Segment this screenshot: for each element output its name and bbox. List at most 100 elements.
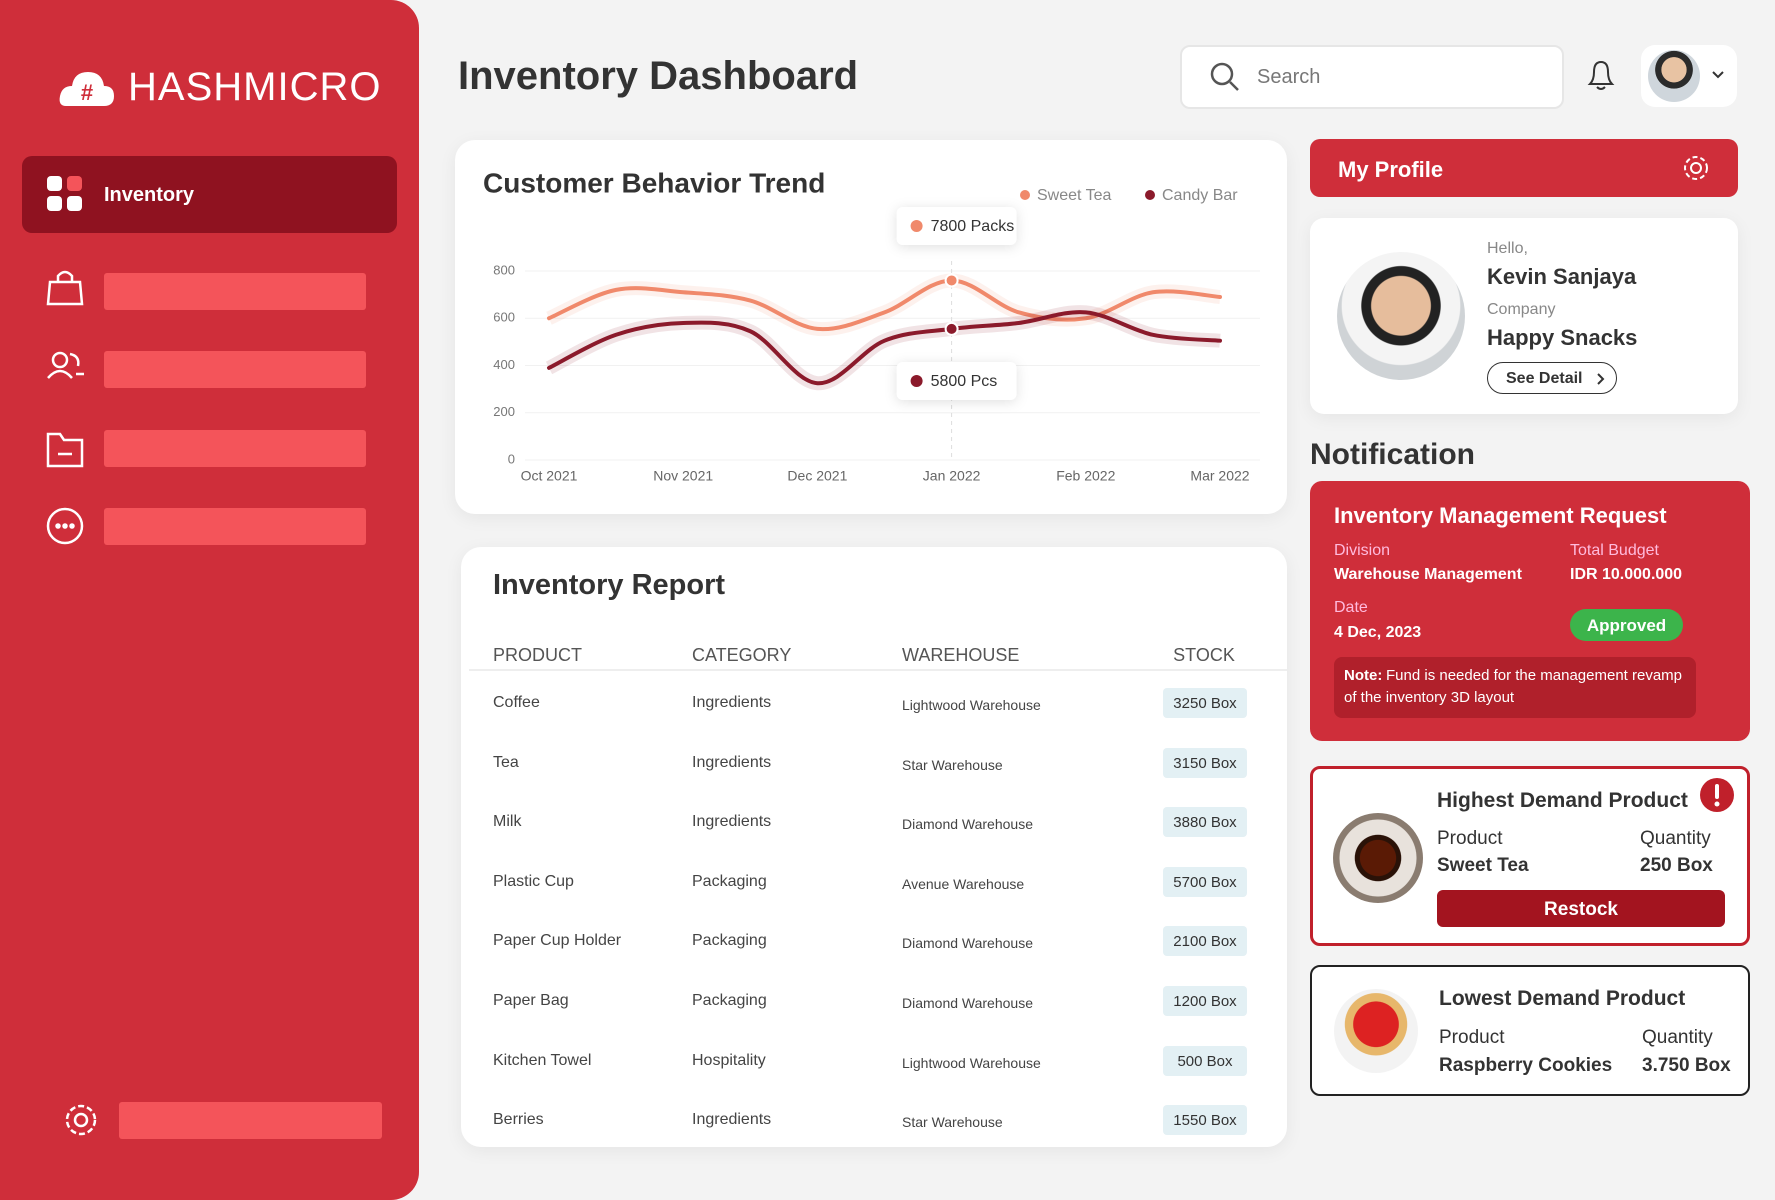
profile-name: Kevin Sanjaya (1487, 264, 1637, 289)
stock-badge: 5700 Box (1163, 866, 1247, 897)
highest-card: Highest Demand Product Product Sweet Tea… (1310, 766, 1750, 946)
product-label: Product (1439, 1027, 1505, 1048)
date: 4 Dec, 2023 (1334, 624, 1422, 641)
nav-item[interactable] (104, 351, 366, 388)
table-cell: Ingredients (692, 694, 772, 711)
profile-card: Hello, Kevin Sanjaya Company Happy Snack… (1310, 218, 1738, 414)
stock-badge: 2100 Box (1163, 926, 1247, 957)
request-card: Inventory Management Request Division Wa… (1310, 481, 1750, 741)
see-detail-button[interactable]: See Detail (1487, 362, 1617, 394)
tooltip-dot (910, 220, 923, 232)
table-cell: Ingredients (692, 813, 772, 831)
table-cell: Plastic Cup (493, 872, 574, 890)
nav-item[interactable] (104, 430, 366, 467)
table-cell: Packaging (692, 992, 767, 1009)
y-tick-label: 600 (493, 310, 515, 325)
notification-title: Notification (1310, 438, 1475, 471)
note-label: Note: (1344, 667, 1383, 684)
annotation: 5800 Pcs (931, 373, 998, 390)
page-title: Inventory Dashboard (458, 54, 859, 98)
stock: 1550 Box (1173, 1112, 1237, 1130)
column-header: STOCK (1173, 645, 1235, 665)
settings-icon[interactable] (63, 1102, 99, 1138)
restock-button[interactable]: Restock (1437, 890, 1725, 927)
column-header: WAREHOUSE (902, 645, 1020, 665)
header-divider (469, 669, 1287, 671)
stock: 3150 Box (1173, 754, 1237, 772)
profile-title: My Profile (1338, 157, 1444, 182)
table-cell: Milk (493, 813, 522, 831)
table-cell: Lightwood Warehouse (902, 697, 1041, 713)
product: Raspberry Cookies (1439, 1055, 1613, 1076)
y-tick-label: 200 (493, 404, 515, 419)
stock: 1200 Box (1173, 993, 1237, 1010)
table-cell: Hospitality (692, 1051, 766, 1069)
y-tick-label: 800 (493, 262, 515, 277)
line-chart: Customer Behavior Trend 0 200 400 600 800 Oct… (483, 167, 1260, 484)
series-line (547, 310, 1222, 386)
x-tick-label: Nov 2021 (653, 468, 713, 484)
stock-badge: 500 Box (1163, 1045, 1247, 1076)
nav-item[interactable] (104, 508, 366, 545)
bell-icon[interactable] (1586, 58, 1616, 92)
point-marker (944, 321, 959, 336)
x-tick-label: Mar 2022 (1190, 468, 1249, 484)
svg-text:#: # (81, 80, 93, 105)
chevron (1712, 71, 1724, 79)
search-placeholder: Search (1257, 66, 1321, 88)
stock: 3880 Box (1173, 814, 1237, 832)
alert-icon (1700, 778, 1734, 812)
user-menu[interactable] (1641, 45, 1737, 107)
sidebar: # HASHMICRO Inventory (0, 0, 419, 1200)
stock-badge: 1550 Box (1163, 1105, 1247, 1136)
gear-icon[interactable] (1682, 154, 1710, 182)
nav-label: Inventory (104, 184, 195, 206)
quantity-label: Quantity (1640, 828, 1711, 849)
table-cell: Ingredients (692, 753, 772, 771)
chart-card: Customer Behavior Trend 0 200 400 600 800 Oct… (455, 140, 1287, 514)
grid-icon (47, 176, 82, 211)
status-pill: Approved (1570, 609, 1683, 641)
legend-swatch (1020, 190, 1030, 200)
lowest-card: Lowest Demand Product Product Raspberry … (1310, 965, 1750, 1096)
table-cell: Star Warehouse (902, 1114, 1003, 1131)
brand-name: HASHMICRO (128, 65, 382, 109)
company-label: Company (1487, 301, 1556, 318)
nav-active[interactable]: Inventory (22, 156, 397, 233)
annotation: 7800 Packs (931, 218, 1015, 235)
legend-label: Sweet Tea (1037, 187, 1112, 204)
quantity: 250 Box (1640, 855, 1713, 876)
status: Approved (1586, 616, 1667, 635)
x-tick-label: Feb 2022 (1056, 468, 1115, 484)
stock: 2100 Box (1173, 933, 1237, 951)
x-tick-label: Jan 2022 (923, 468, 981, 484)
table-cell: Packaging (692, 872, 767, 890)
stock: 5700 Box (1173, 873, 1237, 891)
company: Happy Snacks (1487, 325, 1638, 350)
search-box[interactable]: Search (1180, 45, 1564, 109)
stock: 3250 Box (1173, 695, 1237, 712)
stock-badge: 3250 Box (1163, 688, 1247, 718)
button-label: See Detail (1506, 370, 1583, 387)
table-cell: Ingredients (692, 1111, 772, 1129)
legend-label: Candy Bar (1162, 187, 1238, 204)
nav-item[interactable] (104, 273, 366, 310)
greeting: Hello, (1487, 240, 1528, 257)
button-label: Restock (1544, 899, 1618, 920)
chevron (1597, 373, 1605, 385)
nav-item[interactable] (119, 1102, 382, 1139)
x-tick-label: Dec 2021 (787, 468, 847, 484)
table-cell: Diamond Warehouse (902, 816, 1033, 833)
date-label: Date (1334, 599, 1368, 616)
table-cell: Avenue Warehouse (902, 875, 1025, 892)
x-tick-label: Oct 2021 (521, 468, 578, 484)
request-title: Inventory Management Request (1334, 503, 1667, 528)
column-header: CATEGORY (692, 645, 792, 665)
stock: 500 Box (1177, 1052, 1233, 1070)
division-label: Division (1334, 542, 1391, 559)
table-cell: Packaging (692, 932, 767, 950)
tooltip (896, 207, 1017, 245)
profile-header: My Profile (1310, 139, 1738, 197)
table-cell: Diamond Warehouse (902, 935, 1033, 952)
